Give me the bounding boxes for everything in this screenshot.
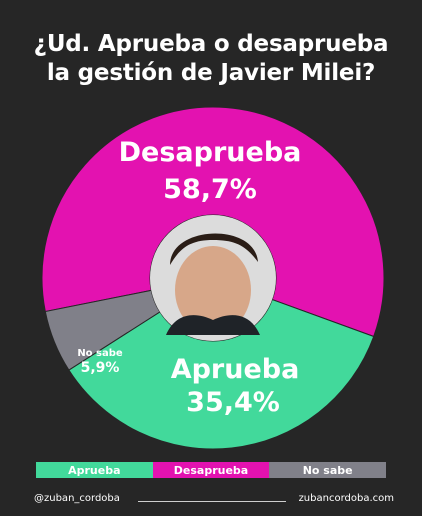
legend-item-no-sabe: No sabe	[269, 462, 387, 478]
footer-divider	[138, 501, 286, 502]
portrait-photo	[166, 233, 260, 335]
chart-title-line-1: ¿Ud. Aprueba o desaprueba	[33, 31, 389, 57]
legend: Aprueba Desaprueba No sabe	[36, 462, 387, 478]
chart-title-line-2: la gestión de Javier Milei?	[46, 60, 376, 86]
legend-item-aprueba: Aprueba	[36, 462, 153, 478]
label-no-sabe: No sabe	[77, 348, 123, 359]
value-no-sabe: 5,9%	[81, 360, 120, 376]
chart-title: ¿Ud. Aprueba o desaprueba la gestión de …	[0, 30, 422, 88]
footer: @zuban_cordoba zubancordoba.com	[34, 493, 394, 509]
value-aprueba: 35,4%	[186, 387, 280, 418]
legend-item-desaprueba: Desaprueba	[152, 462, 270, 478]
label-desaprueba: Desaprueba	[119, 137, 302, 168]
value-desaprueba: 58,7%	[163, 174, 257, 205]
website-link[interactable]: zubancordoba.com	[298, 493, 394, 504]
social-handle: @zuban_cordoba	[34, 493, 120, 504]
label-aprueba: Aprueba	[171, 354, 300, 385]
